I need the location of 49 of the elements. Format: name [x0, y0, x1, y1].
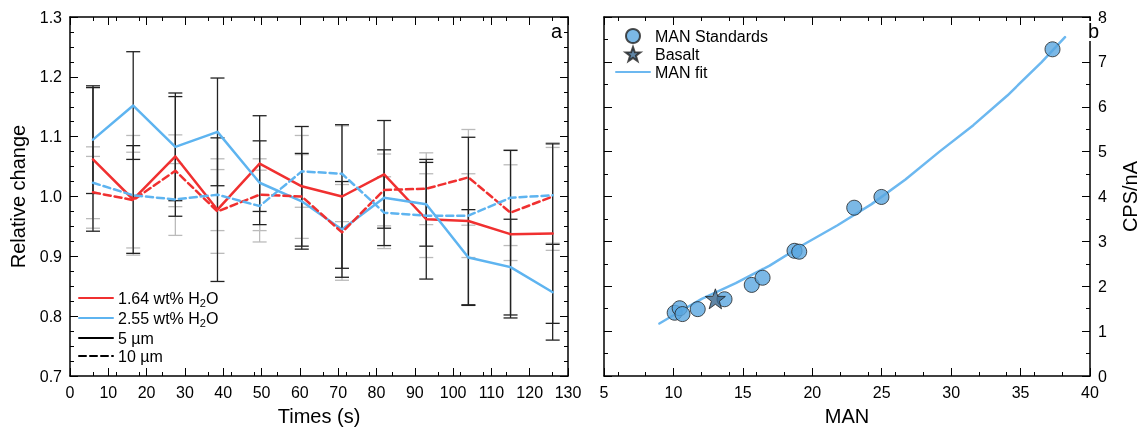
- y-tick-label: 0.9: [39, 247, 63, 265]
- y2-tick-label: 3: [1098, 232, 1107, 250]
- x-tick-label: 110: [478, 383, 505, 401]
- x-tick-label: 25: [872, 383, 891, 401]
- y-tick-label: 1.1: [39, 128, 63, 146]
- y-tick-label: 1.3: [39, 8, 63, 26]
- y2-tick-label: 4: [1098, 188, 1107, 205]
- y2-axis-title: CPS/nA: [1119, 160, 1141, 233]
- legend-label: 10 µm: [118, 347, 163, 365]
- x-tick-label: 0: [65, 383, 75, 401]
- y2-tick-label: 1: [1098, 322, 1107, 340]
- y2-tick-label: 6: [1098, 98, 1107, 116]
- x-tick-label: 80: [367, 383, 386, 401]
- x-tick-label: 50: [252, 383, 271, 401]
- x-tick-label: 120: [516, 383, 544, 401]
- legend-label: MAN Standards: [655, 27, 768, 45]
- x-axis-title: Times (s): [277, 405, 361, 427]
- y-tick-label: 0.8: [39, 307, 63, 325]
- x-tick-label: 30: [942, 383, 961, 401]
- annotation: a: [550, 20, 563, 42]
- x-axis-title: MAN: [824, 405, 870, 427]
- x-tick-label: 15: [733, 383, 752, 401]
- legend-label: Basalt: [655, 45, 701, 63]
- y-tick-label: 1.0: [39, 188, 63, 205]
- legend-label: 5 µm: [118, 329, 154, 347]
- x-tick-label: 10: [99, 383, 118, 401]
- x-tick-label: 35: [1011, 383, 1030, 401]
- x-tick-label: 5: [599, 383, 609, 401]
- x-tick-label: 90: [405, 383, 424, 401]
- y-tick-label: 0.7: [39, 367, 63, 385]
- x-tick-label: 30: [176, 383, 194, 401]
- y2-tick-label: 7: [1098, 53, 1107, 71]
- x-tick-label: 130: [554, 383, 582, 401]
- x-tick-label: 60: [290, 383, 309, 401]
- annotation: b: [1087, 20, 1099, 42]
- x-tick-label: 70: [329, 383, 348, 401]
- y-axis-title: Relative change: [7, 124, 29, 269]
- legend-label: MAN fit: [655, 63, 708, 81]
- x-tick-label: 40: [1081, 383, 1099, 401]
- y2-tick-label: 8: [1098, 8, 1107, 26]
- x-tick-label: 100: [439, 383, 467, 401]
- y2-tick-label: 0: [1098, 367, 1107, 385]
- x-tick-label: 20: [803, 383, 822, 401]
- y2-tick-label: 5: [1098, 143, 1107, 161]
- y2-tick-label: 2: [1098, 277, 1107, 295]
- x-tick-label: 40: [214, 383, 233, 401]
- y-tick-label: 1.2: [39, 68, 63, 86]
- x-tick-label: 20: [137, 383, 156, 401]
- x-tick-label: 10: [664, 383, 683, 401]
